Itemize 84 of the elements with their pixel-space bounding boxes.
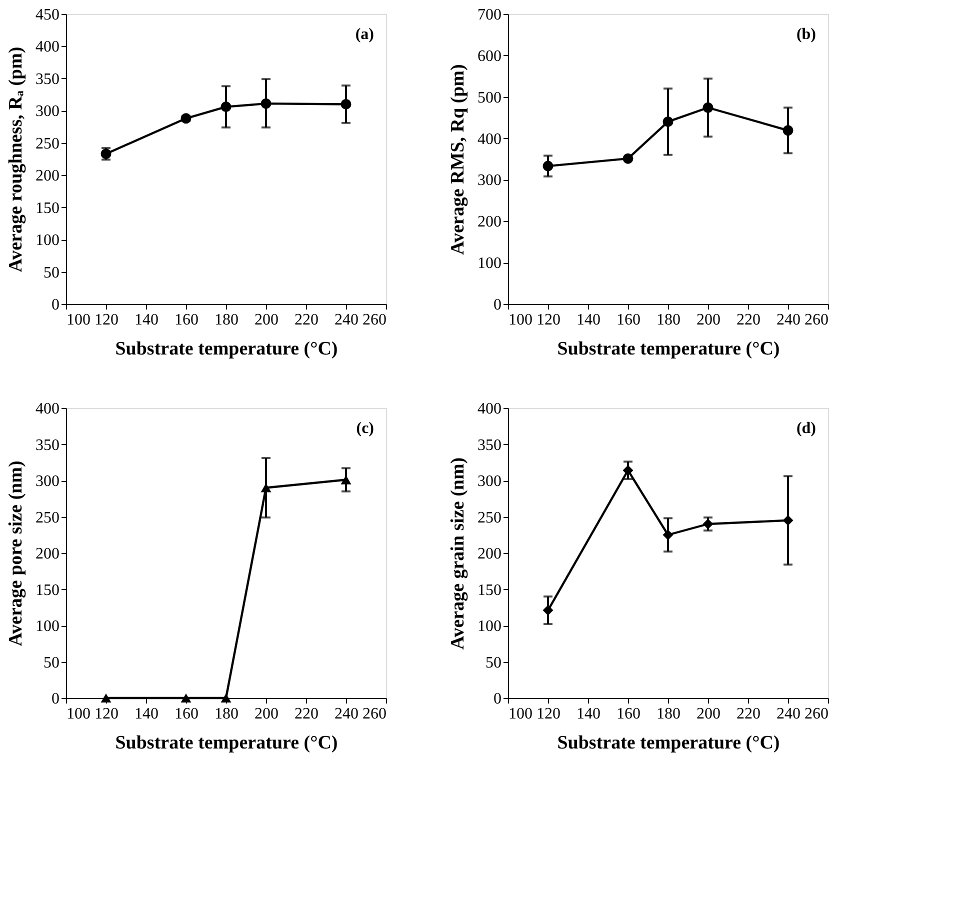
x-tick-label: 220 bbox=[294, 312, 318, 328]
x-tick-label: 240 bbox=[776, 706, 800, 722]
x-tick-label: 140 bbox=[134, 706, 158, 722]
y-tick-label: 200 bbox=[478, 214, 502, 231]
y-tick-label: 150 bbox=[36, 200, 60, 217]
y-tick-label: 350 bbox=[36, 436, 60, 454]
y-tick-label: 100 bbox=[478, 255, 502, 272]
x-axis-title: Substrate temperature (°C) bbox=[557, 338, 780, 360]
y-tick-label: 100 bbox=[36, 232, 60, 250]
x-tick-label: 120 bbox=[94, 312, 118, 328]
x-tick-label: 100 bbox=[508, 706, 532, 722]
x-tick-label: 140 bbox=[576, 312, 600, 328]
x-tick-label: 120 bbox=[536, 706, 560, 722]
annotation: (a) bbox=[355, 26, 374, 43]
x-tick-label: 100 bbox=[66, 312, 90, 328]
x-tick-label: 180 bbox=[214, 312, 238, 328]
y-tick-label: 200 bbox=[478, 546, 502, 562]
y-tick-label: 400 bbox=[36, 400, 60, 418]
y-tick-label: 700 bbox=[478, 6, 502, 24]
y-tick-label: 200 bbox=[36, 546, 60, 562]
y-tick-label: 250 bbox=[478, 509, 502, 526]
x-tick-label: 200 bbox=[696, 706, 720, 722]
y-tick-label: 0 bbox=[494, 296, 502, 314]
y-tick-label: 350 bbox=[36, 70, 60, 88]
x-tick-label: 160 bbox=[616, 312, 640, 328]
x-tick-label: 200 bbox=[254, 706, 278, 722]
x-axis-title: Substrate temperature (°C) bbox=[115, 338, 338, 360]
y-axis-title: Average grain size (nm) bbox=[448, 457, 468, 650]
y-tick-label: 300 bbox=[478, 473, 502, 490]
x-tick-label: 160 bbox=[174, 706, 198, 722]
x-tick-label: 260 bbox=[362, 706, 386, 722]
y-tick-label: 50 bbox=[486, 654, 502, 672]
y-tick-label: 250 bbox=[36, 135, 60, 152]
y-tick-label: 250 bbox=[36, 509, 60, 526]
x-tick-label: 120 bbox=[536, 312, 560, 328]
x-tick-label: 240 bbox=[334, 706, 358, 722]
annotation: (b) bbox=[796, 26, 816, 43]
y-tick-label: 350 bbox=[478, 436, 502, 454]
x-tick-label: 260 bbox=[804, 706, 828, 722]
x-tick-label: 200 bbox=[254, 312, 278, 328]
x-tick-label: 200 bbox=[696, 312, 720, 328]
y-tick-label: 600 bbox=[478, 48, 502, 65]
x-axis-title: Substrate temperature (°C) bbox=[557, 732, 780, 754]
x-tick-label: 160 bbox=[174, 312, 198, 328]
x-tick-label: 220 bbox=[736, 312, 760, 328]
y-tick-label: 200 bbox=[36, 168, 60, 185]
x-tick-label: 260 bbox=[362, 312, 386, 328]
x-axis-title: Substrate temperature (°C) bbox=[115, 732, 338, 754]
x-tick-label: 220 bbox=[294, 706, 318, 722]
y-tick-label: 100 bbox=[478, 618, 502, 635]
y-axis-title: Average RMS, Rq (pm) bbox=[448, 64, 468, 255]
y-tick-label: 0 bbox=[52, 690, 60, 708]
y-tick-label: 0 bbox=[494, 690, 502, 708]
y-axis-title: Average pore size (nm) bbox=[6, 460, 26, 646]
y-tick-label: 500 bbox=[478, 89, 502, 106]
x-tick-label: 260 bbox=[804, 312, 828, 328]
annotation: (d) bbox=[796, 420, 816, 437]
y-tick-label: 400 bbox=[478, 400, 502, 418]
x-tick-label: 140 bbox=[576, 706, 600, 722]
y-axis-title: Average roughness, Rₐ (pm) bbox=[6, 46, 26, 272]
x-tick-label: 180 bbox=[656, 312, 680, 328]
x-tick-label: 140 bbox=[134, 312, 158, 328]
y-tick-label: 0 bbox=[52, 296, 60, 314]
y-tick-label: 50 bbox=[44, 654, 60, 672]
y-tick-label: 300 bbox=[36, 103, 60, 120]
y-tick-label: 150 bbox=[36, 582, 60, 599]
x-tick-label: 120 bbox=[94, 706, 118, 722]
x-tick-label: 100 bbox=[508, 312, 532, 328]
x-tick-label: 100 bbox=[66, 706, 90, 722]
x-tick-label: 240 bbox=[334, 312, 358, 328]
y-tick-label: 300 bbox=[478, 172, 502, 190]
x-tick-label: 220 bbox=[736, 706, 760, 722]
x-tick-label: 160 bbox=[616, 706, 640, 722]
y-tick-label: 400 bbox=[36, 38, 60, 56]
annotation: (c) bbox=[356, 420, 374, 437]
x-tick-label: 180 bbox=[656, 706, 680, 722]
y-tick-label: 300 bbox=[36, 473, 60, 490]
y-tick-label: 150 bbox=[478, 582, 502, 599]
x-tick-label: 240 bbox=[776, 312, 800, 328]
y-tick-label: 400 bbox=[478, 130, 502, 148]
x-tick-label: 180 bbox=[214, 706, 238, 722]
y-tick-label: 50 bbox=[44, 264, 60, 282]
y-tick-label: 100 bbox=[36, 618, 60, 635]
y-tick-label: 450 bbox=[36, 6, 60, 24]
